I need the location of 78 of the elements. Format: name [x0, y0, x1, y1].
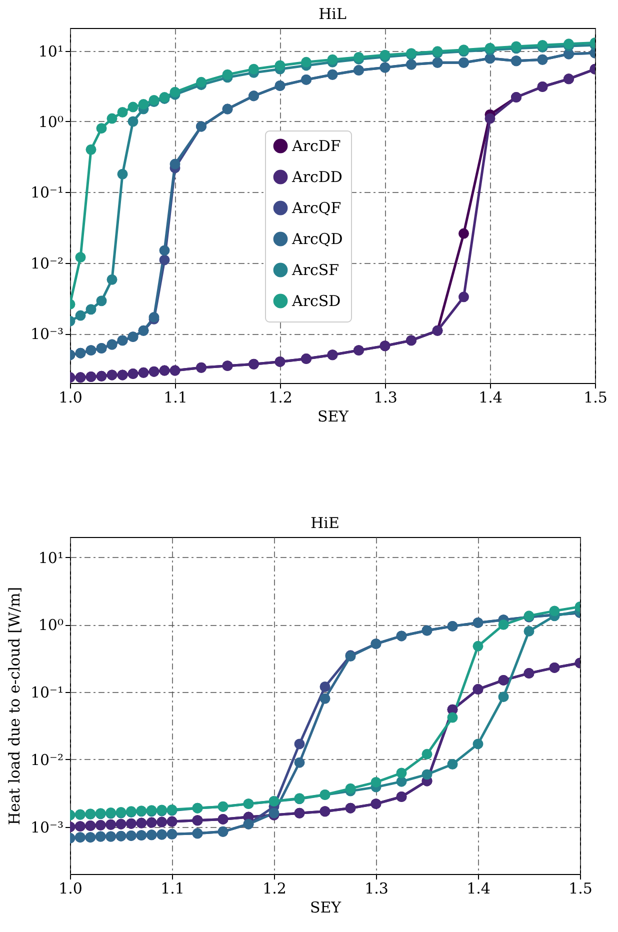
point: [170, 158, 180, 170]
point: [447, 712, 458, 723]
point: [484, 113, 496, 124]
point: [537, 40, 548, 50]
point: [159, 254, 170, 266]
y-tick-label: 10⁰: [38, 616, 64, 634]
y-tick-label: 10⁻³: [30, 818, 64, 836]
x-tick-label: 1.5: [568, 880, 592, 898]
legend-label: ArcQF: [291, 199, 342, 217]
x-tick-label: 1.2: [262, 880, 286, 898]
x-axis-title: SEY: [310, 898, 342, 916]
x-tick-label: 1.3: [364, 880, 388, 898]
x-tick-label: 1.1: [160, 880, 184, 898]
point: [458, 292, 469, 302]
point: [106, 274, 118, 285]
point: [75, 310, 86, 321]
point: [396, 776, 407, 787]
legend-label: ArcDD: [291, 168, 342, 186]
y-tick-label: 10⁻¹: [30, 184, 64, 202]
point: [294, 757, 305, 768]
point: [320, 693, 330, 704]
point: [96, 123, 107, 134]
legend-label: ArcSF: [291, 261, 340, 279]
point: [248, 64, 259, 74]
point: [86, 144, 96, 155]
legend-label: ArcSD: [291, 292, 341, 310]
x-tick-label: 1.2: [268, 388, 292, 406]
point: [274, 60, 286, 71]
y-tick-label: 10¹: [38, 548, 64, 567]
point: [498, 692, 509, 702]
point: [447, 759, 458, 770]
x-tick-label: 1.4: [466, 880, 490, 898]
point: [86, 304, 96, 315]
x-tick-label: 1.0: [58, 388, 82, 406]
y-tick-label: 10⁻²: [30, 750, 64, 769]
chart-title: HiL: [318, 5, 346, 23]
point: [170, 86, 180, 98]
point: [128, 116, 138, 127]
point: [294, 738, 305, 750]
chart-title: HiE: [310, 514, 340, 532]
x-tick-label: 1.5: [584, 388, 608, 406]
point: [96, 296, 107, 306]
point: [320, 682, 330, 692]
point: [301, 56, 312, 68]
point: [472, 640, 484, 652]
x-tick-label: 1.1: [164, 388, 188, 406]
y-tick-label: 10⁰: [38, 112, 64, 131]
point: [472, 738, 484, 750]
legend-label: ArcQD: [291, 230, 343, 248]
x-tick-label: 1.4: [478, 388, 502, 406]
point: [524, 626, 534, 636]
y-tick-label: 10⁻²: [30, 254, 64, 272]
y-tick-label: 10⁻¹: [30, 684, 64, 702]
x-tick-label: 1.0: [58, 880, 82, 898]
point: [549, 606, 560, 616]
point: [498, 619, 509, 630]
point: [117, 107, 128, 118]
point: [458, 228, 469, 239]
point: [422, 769, 432, 780]
point: [422, 748, 432, 760]
point: [345, 783, 356, 794]
point: [117, 168, 128, 180]
point: [196, 76, 206, 88]
point: [222, 69, 233, 80]
y-axis-title: Heat load due to e-cloud [W/m]: [5, 586, 24, 826]
x-axis-title: SEY: [317, 408, 350, 426]
x-tick-label: 1.3: [374, 388, 398, 406]
point: [396, 768, 407, 778]
y-tick-label: 10⁻³: [30, 325, 64, 344]
point: [106, 113, 118, 124]
point: [159, 245, 170, 256]
legend-label: ArcDF: [291, 137, 341, 155]
point: [128, 102, 138, 112]
point: [370, 776, 382, 788]
point: [75, 252, 86, 263]
point: [138, 99, 149, 110]
y-tick-label: 10¹: [38, 42, 64, 60]
point: [327, 54, 338, 65]
